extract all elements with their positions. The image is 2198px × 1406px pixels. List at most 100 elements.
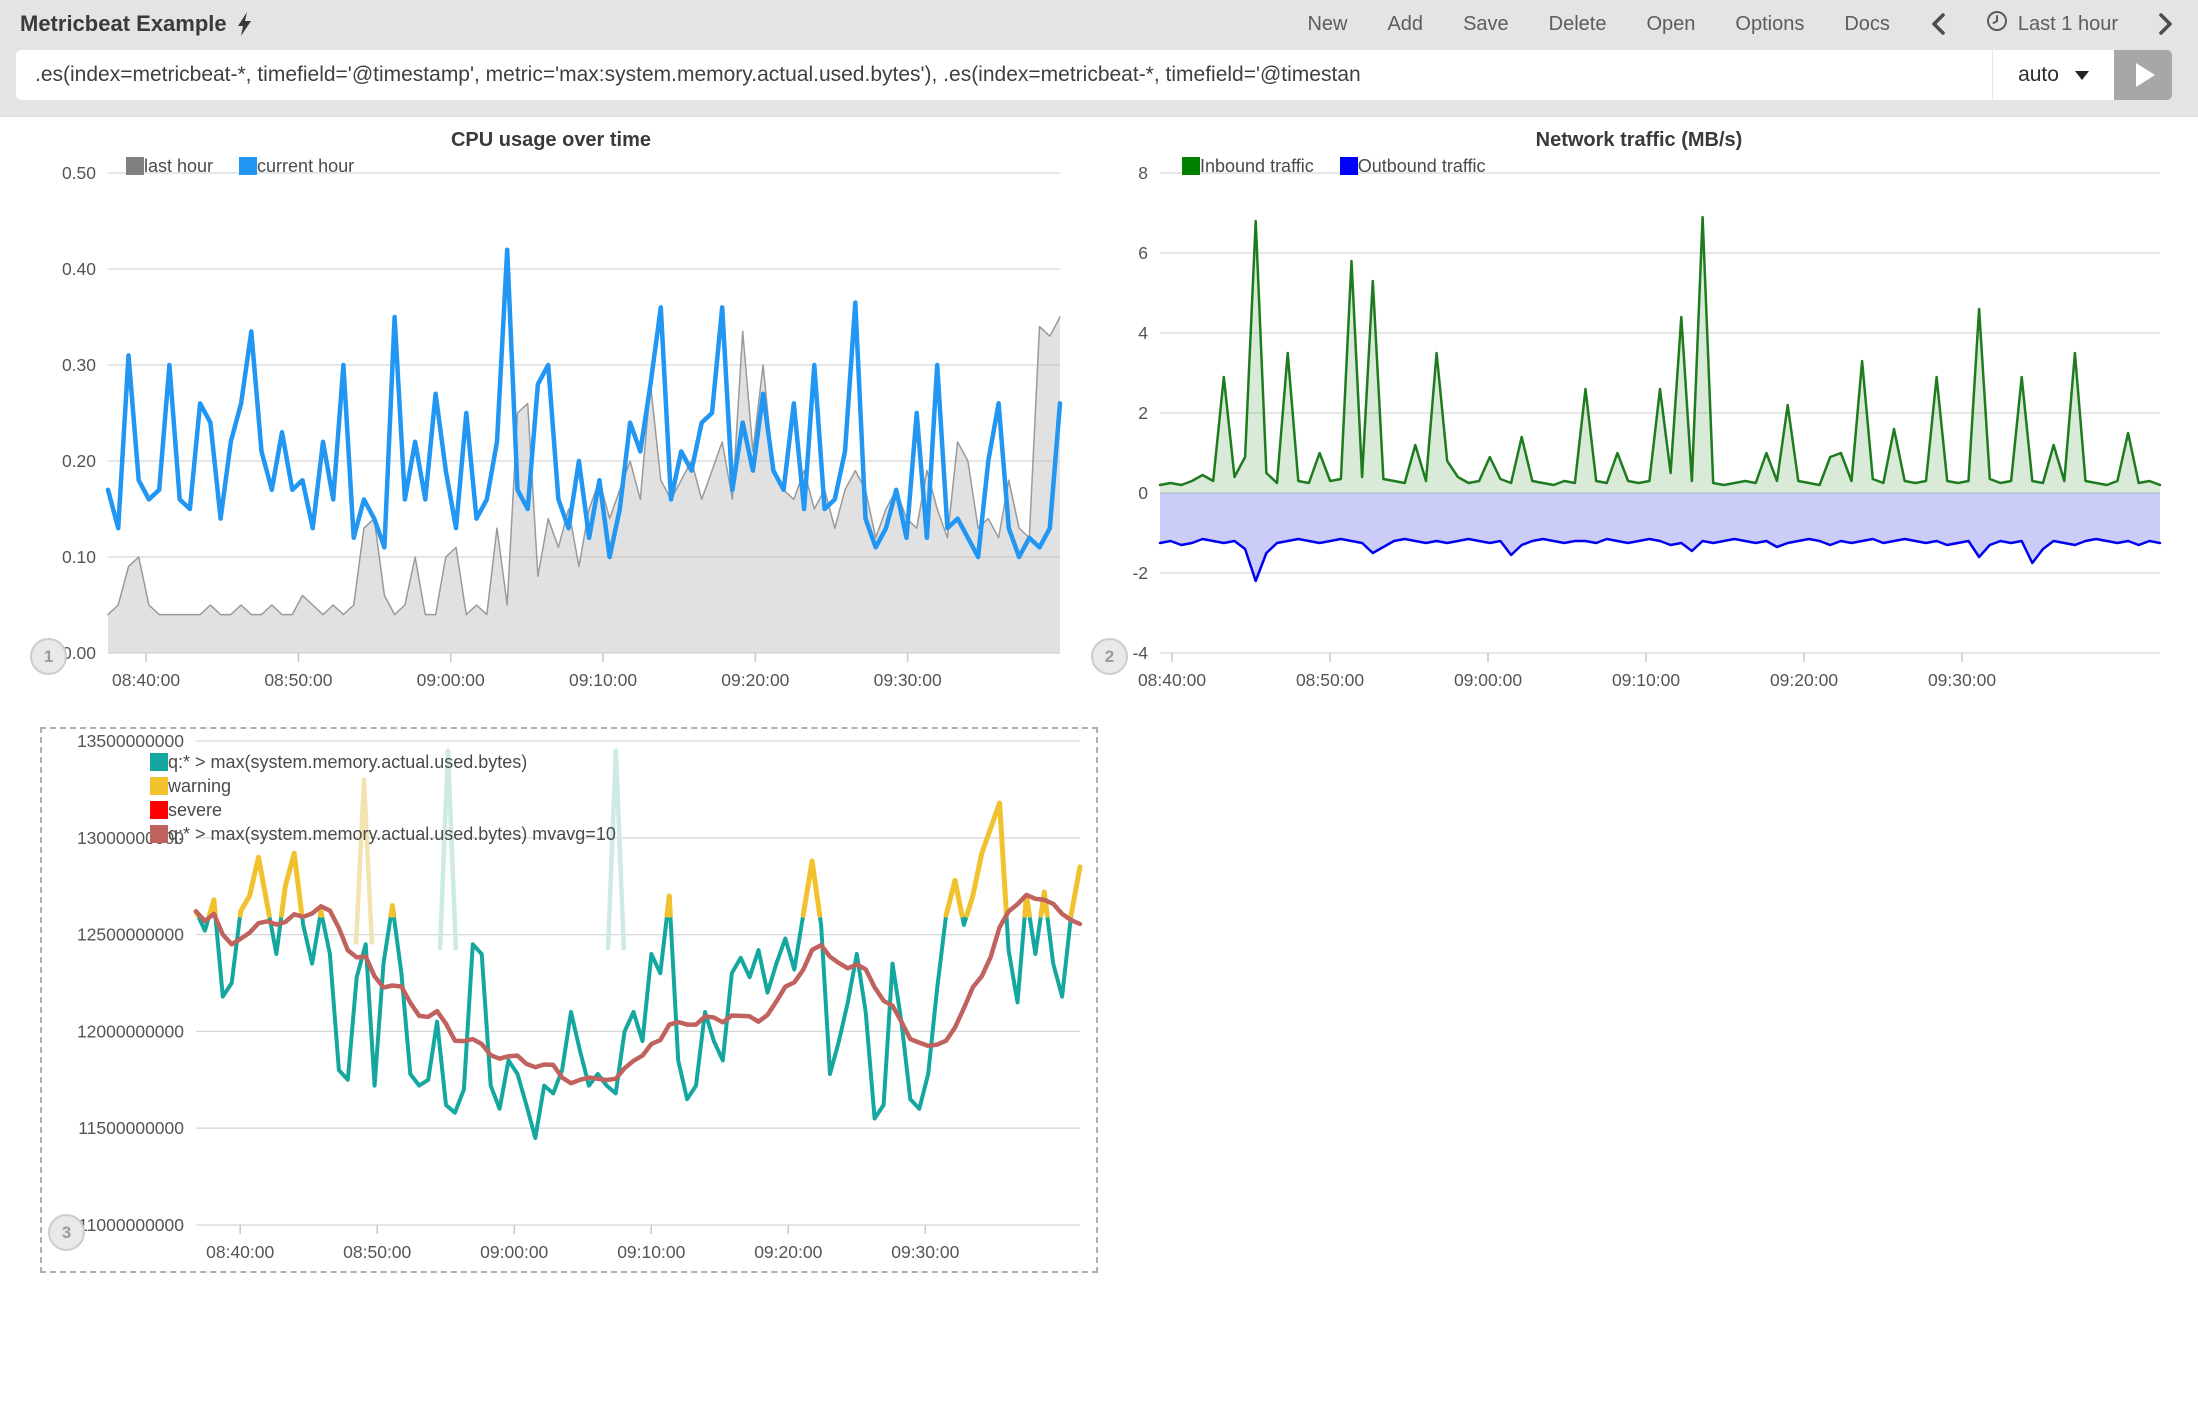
memory-chart-legend: q:* > max(system.memory.actual.used.byte… [150, 751, 616, 845]
panel-badge: 3 [48, 1214, 85, 1251]
network-traffic-chart[interactable]: Network traffic (MB/s) -4 -2 0 2 4 6 8 08:40:00… [1091, 129, 2170, 701]
svg-text:08:50:00: 08:50:00 [1296, 670, 1364, 690]
svg-text:13500000000: 13500000000 [77, 731, 184, 751]
svg-text:0.00: 0.00 [62, 643, 96, 663]
cpu-usage-chart[interactable]: CPU usage over time 0.00 0.10 0.20 0.30 0.40… [28, 129, 1074, 701]
network-chart-legend: Inbound traffic Outbound traffic [1182, 155, 1486, 177]
svg-text:-4: -4 [1132, 643, 1148, 663]
svg-text:12500000000: 12500000000 [77, 925, 184, 945]
interval-value: auto [2018, 63, 2059, 86]
legend-item[interactable]: severe [150, 799, 616, 821]
network-chart-plot[interactable]: -4 -2 0 2 4 6 8 08:40:00 08:50:00 09:00:00 09:10:0… [1108, 159, 2170, 701]
svg-text:09:00:00: 09:00:00 [1454, 670, 1522, 690]
svg-text:09:10:00: 09:10:00 [617, 1242, 685, 1262]
menu-open[interactable]: Open [1646, 12, 1696, 35]
svg-text:09:10:00: 09:10:00 [569, 670, 637, 690]
svg-text:8: 8 [1138, 163, 1148, 183]
svg-text:11000000000: 11000000000 [78, 1215, 184, 1235]
svg-text:09:30:00: 09:30:00 [891, 1242, 959, 1262]
top-menu: New Add Save Delete Open Options Docs La… [1307, 10, 2174, 38]
lightning-bolt-icon [237, 12, 252, 36]
menu-options[interactable]: Options [1735, 12, 1805, 35]
legend-label: severe [168, 800, 223, 820]
svg-text:-2: -2 [1132, 563, 1148, 583]
cpu-chart-legend: last hour current hour [126, 155, 354, 177]
legend-swatch [1182, 157, 1200, 175]
menu-docs[interactable]: Docs [1844, 12, 1890, 35]
timelion-query-bar: .es(index=metricbeat-*, timefield='@time… [16, 50, 2172, 100]
clock-icon [1986, 10, 2008, 38]
time-picker-label: Last 1 hour [2017, 12, 2118, 35]
run-query-button[interactable] [2114, 50, 2172, 100]
top-navbar: Metricbeat Example New Add Save Delete O… [0, 0, 2198, 48]
svg-text:08:40:00: 08:40:00 [1138, 670, 1206, 690]
dashboard-canvas: CPU usage over time 0.00 0.10 0.20 0.30 0.40… [0, 117, 2198, 1397]
svg-text:09:00:00: 09:00:00 [480, 1242, 548, 1262]
app-header: Metricbeat Example New Add Save Delete O… [0, 0, 2198, 117]
legend-swatch [239, 157, 258, 175]
legend-swatch [150, 753, 168, 771]
svg-text:09:30:00: 09:30:00 [1928, 670, 1996, 690]
svg-text:4: 4 [1138, 323, 1148, 343]
legend-label: Inbound traffic [1200, 156, 1314, 176]
menu-delete[interactable]: Delete [1548, 12, 1607, 35]
svg-text:08:50:00: 08:50:00 [343, 1242, 411, 1262]
panel-badge: 2 [1091, 638, 1128, 675]
legend-label: q:* > max(system.memory.actual.used.byte… [168, 824, 616, 844]
legend-label: warning [168, 776, 232, 796]
svg-text:2: 2 [1138, 403, 1148, 423]
legend-swatch [150, 777, 168, 795]
svg-text:09:00:00: 09:00:00 [417, 670, 485, 690]
legend-item[interactable]: last hour [126, 155, 213, 177]
interval-select[interactable]: auto [1992, 50, 2114, 100]
legend-item[interactable]: q:* > max(system.memory.actual.used.byte… [150, 751, 616, 773]
svg-text:0.40: 0.40 [62, 259, 96, 279]
svg-text:09:10:00: 09:10:00 [1612, 670, 1680, 690]
time-picker[interactable]: Last 1 hour [1986, 10, 2118, 38]
svg-text:09:30:00: 09:30:00 [874, 670, 942, 690]
svg-text:0.50: 0.50 [62, 163, 96, 183]
svg-text:0.20: 0.20 [62, 451, 96, 471]
legend-label: q:* > max(system.memory.actual.used.byte… [168, 752, 528, 772]
svg-text:6: 6 [1138, 243, 1148, 263]
dashboard-title-row: Metricbeat Example [20, 11, 252, 37]
legend-swatch [150, 801, 168, 819]
chevron-down-icon [2074, 70, 2089, 80]
menu-add[interactable]: Add [1387, 12, 1424, 35]
chart-title: Network traffic (MB/s) [1535, 129, 1743, 151]
svg-text:09:20:00: 09:20:00 [754, 1242, 822, 1262]
chevron-left-icon[interactable] [1930, 12, 1946, 36]
legend-item[interactable]: q:* > max(system.memory.actual.used.byte… [150, 823, 616, 845]
panel-badge: 1 [30, 638, 67, 675]
legend-item[interactable]: Outbound traffic [1339, 155, 1486, 177]
svg-text:09:20:00: 09:20:00 [721, 670, 789, 690]
svg-text:08:50:00: 08:50:00 [264, 670, 332, 690]
chart-title: CPU usage over time [450, 129, 652, 151]
page-title: Metricbeat Example [20, 11, 227, 36]
chevron-right-icon[interactable] [2158, 12, 2174, 36]
svg-text:08:40:00: 08:40:00 [206, 1242, 274, 1262]
query-input[interactable]: .es(index=metricbeat-*, timefield='@time… [16, 50, 1992, 100]
memory-chart-plot[interactable]: 11000000000 11500000000 12000000000 1250000… [42, 729, 1096, 1271]
svg-text:0.30: 0.30 [62, 355, 96, 375]
legend-item[interactable]: Inbound traffic [1182, 155, 1314, 177]
legend-item[interactable]: warning [150, 775, 616, 797]
play-icon [2135, 63, 2155, 87]
svg-text:11500000000: 11500000000 [78, 1118, 184, 1138]
legend-label: current hour [257, 156, 355, 176]
memory-usage-chart-selected[interactable]: 11000000000 11500000000 12000000000 1250000… [40, 727, 1098, 1273]
legend-swatch [126, 157, 144, 175]
menu-save[interactable]: Save [1463, 12, 1509, 35]
svg-text:08:40:00: 08:40:00 [112, 670, 180, 690]
legend-swatch [1339, 157, 1358, 175]
legend-swatch [150, 825, 168, 843]
svg-text:0: 0 [1138, 483, 1148, 503]
svg-text:09:20:00: 09:20:00 [1770, 670, 1838, 690]
cpu-chart-plot[interactable]: 0.00 0.10 0.20 0.30 0.40 0.50 08:40:00 08:50:00… [28, 159, 1074, 701]
svg-text:12000000000: 12000000000 [77, 1021, 184, 1041]
legend-label: Outbound traffic [1357, 156, 1486, 176]
legend-label: last hour [144, 156, 214, 176]
svg-text:0.10: 0.10 [62, 547, 96, 567]
legend-item[interactable]: current hour [239, 155, 354, 177]
menu-new[interactable]: New [1307, 12, 1348, 35]
